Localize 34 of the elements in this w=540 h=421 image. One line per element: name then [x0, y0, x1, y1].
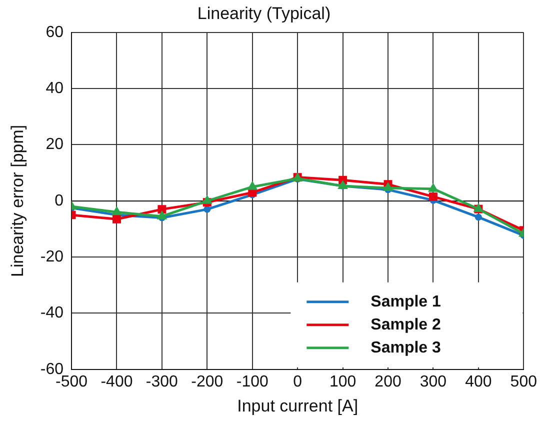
legend-label: Sample 1 [370, 293, 442, 310]
point [428, 192, 438, 201]
x-tick-label: -200 [191, 373, 224, 390]
x-tick-label: -400 [100, 373, 133, 390]
y-tick-label: 60 [46, 24, 64, 41]
chart-title: Linearity (Typical) [197, 4, 331, 23]
point [247, 180, 258, 190]
x-tick-label: 300 [420, 373, 447, 390]
point [474, 214, 482, 221]
point [338, 180, 348, 190]
point [204, 206, 211, 213]
y-axis-title: Linearity error [ppm] [8, 124, 27, 277]
point [428, 182, 438, 192]
y-tick-label: 40 [46, 80, 64, 97]
y-tick-label: -40 [40, 304, 64, 322]
legend-label: Sample 3 [370, 339, 442, 356]
x-tick-label: 500 [510, 373, 538, 390]
x-tick-label: -300 [146, 373, 178, 390]
legend-label: Sample 2 [370, 316, 442, 334]
x-tick-label: 200 [374, 373, 402, 390]
y-tick-label: -20 [40, 248, 64, 266]
point [112, 206, 122, 216]
x-axis-title: Input current [A] [237, 396, 358, 416]
point [158, 205, 166, 214]
x-tick-label: 400 [465, 373, 492, 390]
y-tick-label: 20 [46, 136, 64, 154]
x-tick-label: 0 [293, 373, 302, 390]
y-tick-label: 0 [54, 192, 64, 210]
point [156, 210, 168, 220]
x-tick-label: -100 [236, 373, 268, 390]
point [202, 194, 212, 204]
point [112, 214, 121, 224]
x-tick-label: 100 [329, 373, 356, 390]
x-tick-label: -500 [56, 373, 88, 390]
